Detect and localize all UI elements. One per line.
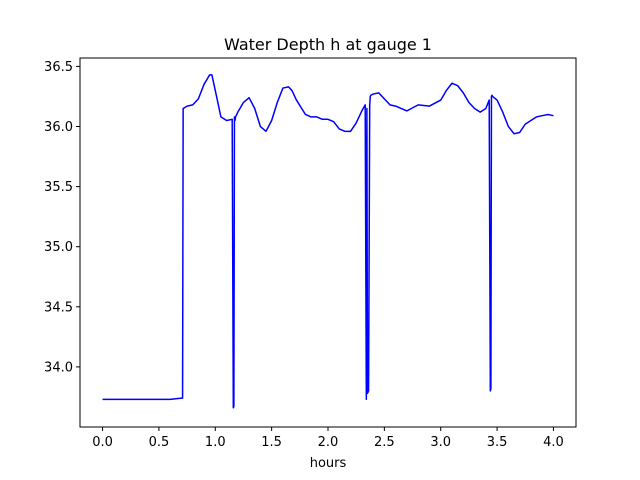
x-tick-label: 3.5 (487, 435, 508, 450)
plot-frame (79, 57, 577, 428)
plot-area (102, 74, 554, 409)
x-tick-label: 1.0 (205, 435, 226, 450)
x-tick-label: 3.0 (430, 435, 451, 450)
y-tick-label: 34.0 (44, 360, 73, 375)
x-tick-label: 0.5 (149, 435, 170, 450)
x-tick-label: 0.0 (92, 435, 113, 450)
x-axis: 0.0 0.5 1.0 1.5 2.0 2.5 3.0 3.5 4.0 (92, 427, 564, 450)
x-tick-label: 2.5 (374, 435, 395, 450)
x-tick-label: 1.5 (261, 435, 282, 450)
series-line-0 (102, 74, 554, 409)
x-tick-label: 2.0 (318, 435, 339, 450)
y-tick-label: 36.5 (44, 60, 73, 75)
y-tick-label: 35.5 (44, 180, 73, 195)
y-tick-label: 35.0 (44, 240, 73, 255)
x-tick-label: 4.0 (543, 435, 564, 450)
y-axis: 34.0 34.5 35.0 35.5 36.0 36.5 (44, 60, 80, 375)
chart-title: Water Depth h at gauge 1 (224, 35, 432, 54)
y-tick-label: 34.5 (44, 300, 73, 315)
x-axis-label: hours (310, 456, 347, 471)
y-tick-label: 36.0 (44, 120, 73, 135)
